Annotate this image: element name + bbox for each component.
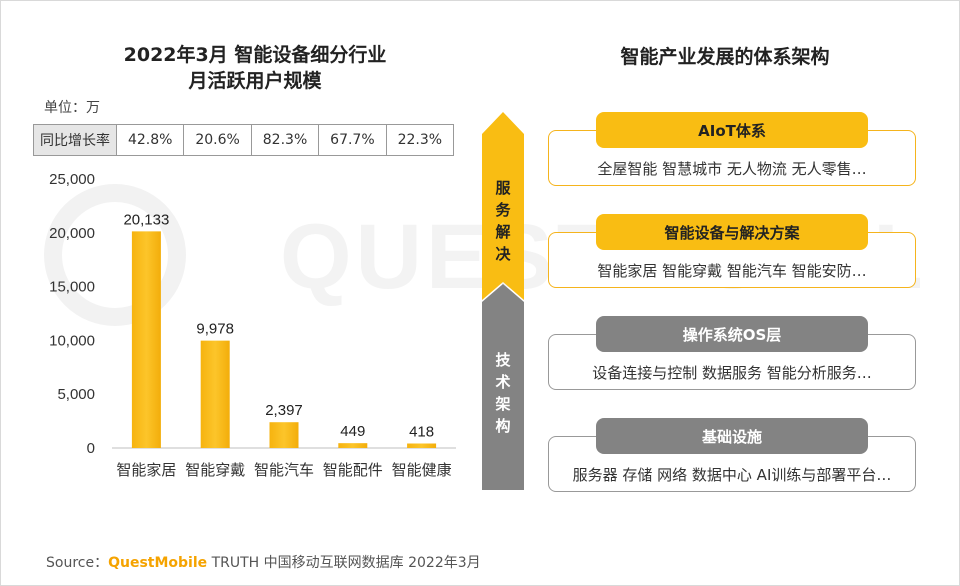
yoy-cell: 42.8% <box>117 125 185 155</box>
layer-items: 设备连接与控制 数据服务 智能分析服务… <box>592 364 872 382</box>
bar-value-label: 2,397 <box>265 402 303 419</box>
x-tick-label: 智能穿戴 <box>185 461 245 479</box>
unit-label: 单位：万 <box>44 100 100 116</box>
y-tick-label: 15,000 <box>49 279 95 296</box>
yoy-cell: 67.7% <box>319 125 387 155</box>
yoy-cell: 20.6% <box>184 125 252 155</box>
chart-title-line2: 月活跃用户规模 <box>188 70 322 92</box>
source-brand: QuestMobile <box>108 555 208 571</box>
y-tick-label: 25,000 <box>49 171 95 188</box>
watermark-ring <box>44 184 186 326</box>
bar-chart: 0 5,000 10,000 15,000 20,000 25,000 20,133 智能家居… <box>49 171 456 479</box>
yoy-header: 同比增长率 <box>34 125 117 155</box>
y-tick-label: 20,000 <box>49 225 95 242</box>
service-arrow <box>482 112 524 300</box>
yoy-cell: 22.3% <box>397 132 443 148</box>
x-tick-label: 智能汽车 <box>254 461 314 479</box>
bar-value-label: 418 <box>409 424 434 441</box>
layer-devices: 智能设备与解决方案 智能家居 智能穿戴 智能汽车 智能安防… <box>548 214 916 290</box>
chart-title-line1: 2022年3月 智能设备细分行业 <box>123 44 387 66</box>
tech-arrow <box>482 284 524 490</box>
bar <box>131 231 161 448</box>
layer-items: 智能家居 智能穿戴 智能汽车 智能安防… <box>597 262 867 280</box>
bar <box>407 443 437 448</box>
chart-title: 2022年3月 智能设备细分行业 月活跃用户规模 <box>60 42 450 94</box>
yoy-table: 同比增长率 42.8% 20.6% 82.3% 67.7% 22.3% <box>33 124 454 156</box>
layer-title: 智能设备与解决方案 <box>596 214 868 250</box>
source-note: Source：QuestMobile TRUTH 中国移动互联网数据库 2022… <box>46 552 481 572</box>
tech-arrow-label: 技术架构 <box>495 351 511 435</box>
bar-value-label: 9,978 <box>196 321 234 338</box>
x-tick-label: 智能配件 <box>323 461 383 479</box>
bar-value-label: 449 <box>340 423 365 440</box>
layer-items: 服务器 存储 网络 数据中心 AI训练与部署平台… <box>572 466 892 484</box>
bar-value-label: 20,133 <box>123 211 169 228</box>
source-text: TRUTH 中国移动互联网数据库 2022年3月 <box>207 555 481 571</box>
x-tick-label: 智能家居 <box>116 461 176 479</box>
layer-infra: 基础设施 服务器 存储 网络 数据中心 AI训练与部署平台… <box>548 418 916 494</box>
bar <box>269 422 299 448</box>
bar <box>338 443 368 448</box>
x-tick-label: 智能健康 <box>392 461 452 479</box>
service-arrow-label: 服务解决 <box>495 179 511 263</box>
y-tick-label: 0 <box>87 440 95 457</box>
layer-title: 操作系统OS层 <box>596 316 868 352</box>
yoy-cell: 82.3% <box>252 125 320 155</box>
y-tick-label: 5,000 <box>57 386 95 403</box>
source-label: Source： <box>46 555 109 571</box>
layer-os: 操作系统OS层 设备连接与控制 数据服务 智能分析服务… <box>548 316 916 392</box>
architecture-arrows <box>482 112 524 490</box>
y-tick-label: 10,000 <box>49 332 95 349</box>
layer-title: AIoT体系 <box>596 112 868 148</box>
layer-aiot: AIoT体系 全屋智能 智慧城市 无人物流 无人零售… <box>548 112 916 188</box>
layer-title: 基础设施 <box>596 418 868 454</box>
layer-items: 全屋智能 智慧城市 无人物流 无人零售… <box>597 160 867 178</box>
architecture-title: 智能产业发展的体系架构 <box>620 46 830 68</box>
bar <box>200 340 230 448</box>
